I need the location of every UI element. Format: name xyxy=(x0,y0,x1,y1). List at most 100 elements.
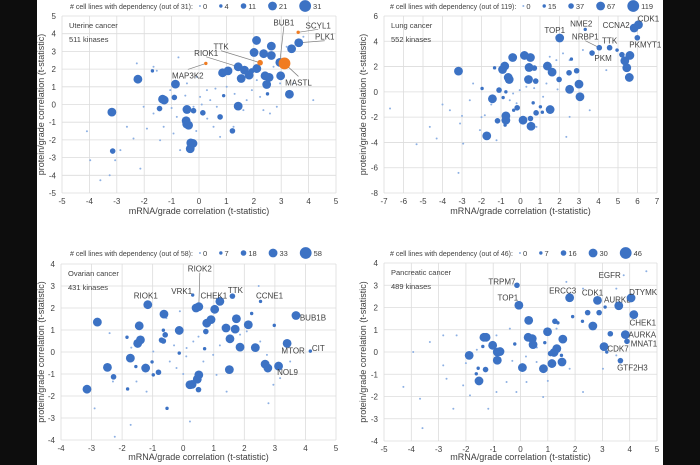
data-point xyxy=(543,340,547,345)
data-point xyxy=(109,148,116,154)
x-tick-label: -2 xyxy=(119,444,127,453)
data-point xyxy=(483,114,486,117)
data-point xyxy=(150,69,155,73)
data-point xyxy=(185,144,195,154)
data-point xyxy=(285,45,288,48)
labeled-data-point xyxy=(634,34,641,41)
data-point xyxy=(279,377,282,380)
data-point xyxy=(175,367,178,370)
scatter-panel-pancreatic-cancer: -5 -4 -3 -2 -1 0 1 2 3 4 5-4-3-2-101234mRNA/grade … xyxy=(358,247,660,462)
size-legend-marker xyxy=(596,1,606,11)
data-point xyxy=(230,324,240,334)
data-point xyxy=(197,335,200,338)
leader-line xyxy=(187,63,206,70)
size-legend-marker xyxy=(219,4,223,8)
data-point xyxy=(500,61,510,71)
data-point xyxy=(495,139,498,142)
y-tick-label: 3 xyxy=(51,282,56,291)
point-label-ttk: TTK xyxy=(602,37,618,46)
data-point xyxy=(555,327,558,330)
cancer-type-annotation: Uterine cancer xyxy=(69,21,118,30)
data-point xyxy=(488,340,498,350)
data-point xyxy=(236,74,246,83)
point-label-mtor: MTOR xyxy=(281,346,305,355)
data-point xyxy=(175,115,178,118)
size-legend-title: # cell lines with dependency (out of 31)… xyxy=(70,4,193,11)
y-tick-label: -8 xyxy=(371,189,379,198)
data-point xyxy=(202,360,205,363)
data-point xyxy=(200,103,203,106)
data-point xyxy=(532,78,539,84)
size-legend-label: 0 xyxy=(203,2,207,11)
data-point xyxy=(452,407,455,410)
data-point xyxy=(481,344,485,349)
data-point xyxy=(108,174,111,177)
labeled-data-point xyxy=(622,274,625,277)
data-point xyxy=(582,391,585,394)
data-point xyxy=(132,137,135,140)
data-point xyxy=(285,89,294,99)
data-point xyxy=(533,110,539,116)
labeled-data-point xyxy=(514,300,524,310)
data-point xyxy=(468,99,471,102)
size-legend-label: 31 xyxy=(313,2,321,11)
data-point xyxy=(221,323,231,333)
data-point xyxy=(99,179,102,182)
data-point xyxy=(263,363,273,373)
data-point xyxy=(184,94,187,97)
data-point xyxy=(494,118,501,124)
labeled-data-point xyxy=(274,361,283,371)
data-point xyxy=(588,321,598,331)
y-tick-label: -6 xyxy=(371,164,379,173)
data-point xyxy=(182,105,192,114)
point-label-cdk7: CDK7 xyxy=(607,345,629,354)
data-point xyxy=(259,95,262,98)
labeled-data-point xyxy=(599,342,609,352)
data-point xyxy=(601,367,604,370)
point-label-mnat1: MNAT1 xyxy=(631,339,658,348)
data-point xyxy=(174,326,184,335)
data-point xyxy=(262,109,265,112)
data-point xyxy=(252,36,261,45)
size-legend-marker xyxy=(588,248,598,258)
data-point xyxy=(266,51,276,60)
size-legend-marker xyxy=(522,5,525,7)
y-tick-label: -2 xyxy=(371,113,379,122)
data-point xyxy=(272,65,275,68)
data-point xyxy=(496,87,502,93)
labeled-data-point xyxy=(565,293,575,303)
point-label-nme2: NME2 xyxy=(570,19,593,28)
data-point xyxy=(257,285,260,287)
data-point xyxy=(111,380,114,383)
scatter-panel-ovarian-cancer: -4 -3 -2 -1 0 1 2 3 4 5 -4 -3 -2 -1 0 1 2 3 4 mRNA/grade co… xyxy=(36,247,339,462)
data-point xyxy=(156,105,163,112)
x-tick-label: 5 xyxy=(655,445,660,454)
data-point xyxy=(559,353,564,358)
y-tick-label: -1 xyxy=(49,118,57,127)
size-legend-marker xyxy=(560,250,567,256)
point-label-mastl: MASTL xyxy=(285,78,312,87)
y-tick-label: 0 xyxy=(52,101,57,110)
labeled-data-point xyxy=(278,57,291,70)
data-point xyxy=(508,99,511,102)
data-point xyxy=(478,129,481,132)
data-point xyxy=(272,383,275,386)
data-point xyxy=(114,159,117,162)
size-legend-title: # cell lines with dependency (out of 58)… xyxy=(70,251,193,258)
x-tick-label: 2 xyxy=(252,197,257,206)
x-tick-label: -1 xyxy=(168,197,176,206)
data-point xyxy=(547,359,557,368)
labeled-data-point xyxy=(233,62,243,72)
data-point xyxy=(279,82,282,85)
data-point xyxy=(172,132,175,135)
data-point xyxy=(518,89,521,92)
data-point xyxy=(488,94,497,104)
size-legend-marker xyxy=(568,3,574,9)
kinase-count-annotation: 489 kinases xyxy=(391,282,431,291)
y-tick-label: -3 xyxy=(49,154,57,163)
data-point xyxy=(244,70,254,80)
data-point xyxy=(287,44,297,54)
data-point xyxy=(570,314,575,319)
data-point xyxy=(194,370,204,380)
point-label-cdk1: CDK1 xyxy=(582,288,604,297)
